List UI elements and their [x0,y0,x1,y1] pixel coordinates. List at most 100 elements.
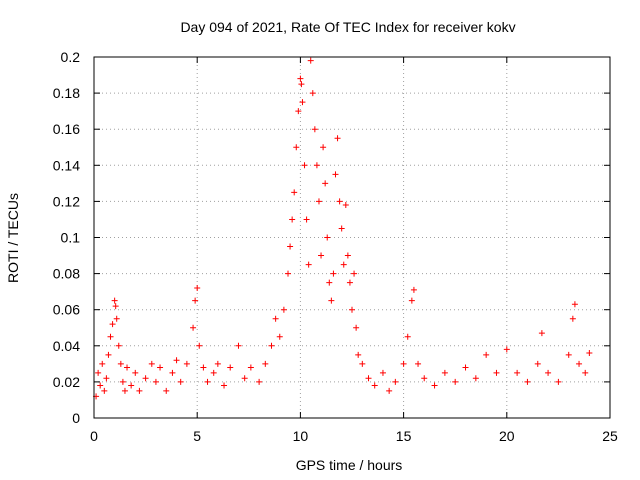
data-point [95,369,102,376]
data-point [293,144,300,151]
data-point [287,243,294,250]
data-point [379,369,386,376]
data-point [576,360,583,367]
data-point [538,330,545,337]
data-point [365,375,372,382]
data-point [326,279,333,286]
data-point [142,375,149,382]
y-tick-label: 0.12 [53,193,80,209]
data-point [353,324,360,331]
data-point [332,171,339,178]
data-point [190,324,197,331]
data-point [349,306,355,313]
data-point [268,342,275,349]
data-point [111,297,118,304]
y-tick-label: 0.02 [53,374,80,390]
data-point [256,378,263,385]
data-point [247,364,254,371]
data-point [586,350,593,357]
x-tick-label: 15 [396,428,412,444]
data-point [109,321,116,328]
grid-lines [94,57,610,418]
data-point [200,364,207,371]
data-point [545,369,552,376]
data-point [276,333,283,340]
data-point [582,369,589,376]
x-tick-label: 25 [602,428,618,444]
data-point [112,303,119,310]
data-point [351,270,358,277]
data-point [235,342,242,349]
data-point [452,378,459,385]
data-point [115,342,122,349]
data-point [177,378,184,385]
y-tick-label: 0.04 [53,338,80,354]
data-points [93,57,593,400]
data-point [565,351,572,358]
y-tick-label: 0.16 [53,121,80,137]
data-point [297,75,304,82]
chart-title: Day 094 of 2021, Rate Of TEC Index for r… [180,19,515,35]
data-point [301,162,308,169]
data-point [214,360,221,367]
data-point [124,364,131,371]
data-point [299,99,306,106]
data-point [303,216,310,223]
data-point [359,360,366,367]
data-point [132,369,139,376]
x-tick-label: 10 [293,428,309,444]
data-point [298,81,305,88]
data-point [534,360,541,367]
data-point [121,387,128,394]
data-point [210,369,217,376]
data-point [241,375,248,382]
data-point [99,360,106,367]
x-axis-label: GPS time / hours [296,457,403,473]
data-point [386,387,393,394]
data-point [227,364,234,371]
data-point [136,387,143,394]
data-point [514,369,521,376]
data-point [105,351,112,358]
y-tick-label: 0.1 [61,230,81,246]
data-point [431,382,438,389]
data-point [400,360,407,367]
data-point [291,189,298,196]
data-point [410,286,417,293]
data-point [569,315,576,322]
data-point [311,126,318,133]
data-point [415,360,422,367]
data-point [342,202,349,209]
data-point [173,357,180,364]
data-point [194,285,201,292]
data-point [340,261,347,268]
data-point [157,364,164,371]
data-point [555,378,562,385]
data-point [371,382,378,389]
data-point [289,216,296,223]
axis-ticks [93,56,611,419]
y-tick-labels: 0 0.02 0.04 0.06 0.08 0.1 0.12 0.14 0.16 0.18 0.2 [53,49,80,426]
data-point [472,375,479,382]
y-tick-label: 0 [72,410,80,426]
y-tick-label: 0.06 [53,302,80,318]
data-point [408,297,415,304]
data-point [346,279,353,286]
data-point [221,382,228,389]
data-point [107,333,114,340]
data-point [318,252,325,259]
data-point [392,378,399,385]
y-tick-label: 0.08 [53,266,80,282]
data-point [262,360,269,367]
data-point [315,198,322,205]
data-point [503,346,510,353]
data-point [441,369,448,376]
data-point [285,270,292,277]
data-point [355,351,362,358]
data-point [344,252,351,259]
data-point [305,261,312,268]
data-point [493,369,500,376]
data-point [119,378,126,385]
data-point [103,375,110,382]
